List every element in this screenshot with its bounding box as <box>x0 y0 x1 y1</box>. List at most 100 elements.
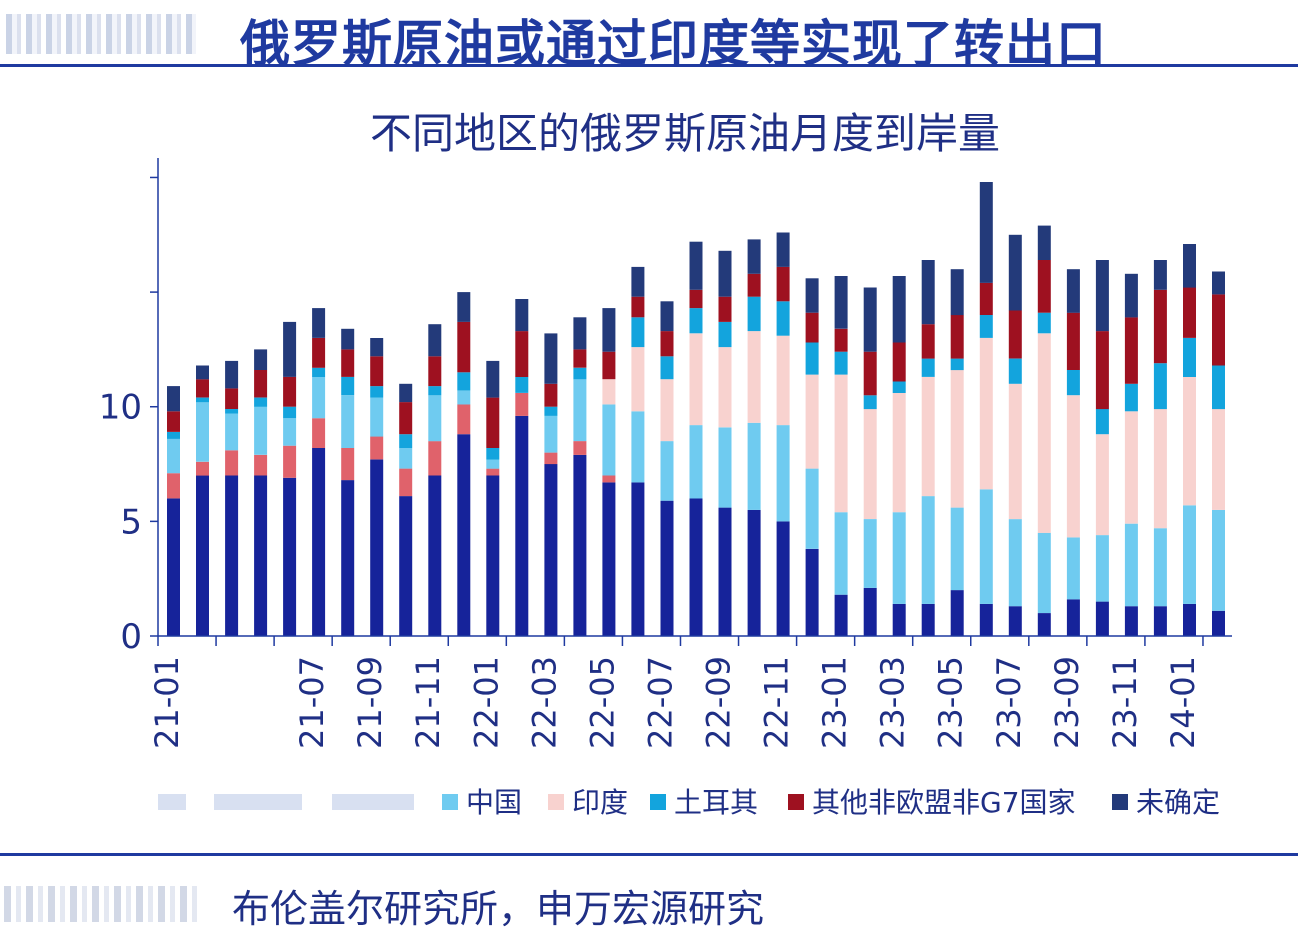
bar-segment-23-01-series-0 <box>863 587 877 636</box>
bar-segment-22-12-未确定 <box>834 276 848 329</box>
bar-segment-23-02-土耳其 <box>892 381 906 393</box>
x-tick-label: 21-07 <box>293 656 331 749</box>
x-tick-label: 23-07 <box>990 656 1028 749</box>
bar-segment-22-08-series-0 <box>718 507 732 636</box>
bar-segment-23-10-其他非欧盟非G7国家 <box>1124 317 1138 384</box>
bar-stack-22-05 <box>631 266 645 636</box>
bar-segment-23-03-series-0 <box>921 603 935 636</box>
bar-segment-23-07-中国 <box>1037 532 1051 613</box>
bar-segment-22-08-未确定 <box>718 250 732 297</box>
bar-segment-22-03-其他非欧盟非G7国家 <box>573 349 587 368</box>
bar-segment-23-12-其他非欧盟非G7国家 <box>1183 287 1196 338</box>
bar-segment-21-06-series-1 <box>312 418 326 448</box>
bar-segment-23-11-中国 <box>1153 528 1167 607</box>
bar-stack-21-05 <box>283 321 297 636</box>
bar-segment-21-10-其他非欧盟非G7国家 <box>428 356 442 387</box>
bar-stack-22-11 <box>805 278 819 636</box>
bar-segment-23-09-印度 <box>1095 434 1109 536</box>
bar-segment-23-07-series-0 <box>1037 613 1051 636</box>
bar-segment-22-06-中国 <box>660 441 674 501</box>
bar-segment-22-12-印度 <box>834 374 848 513</box>
bar-segment-21-07-土耳其 <box>341 376 355 396</box>
bar-segment-23-07-印度 <box>1037 333 1051 533</box>
bar-segment-22-02-其他非欧盟非G7国家 <box>544 383 558 407</box>
bar-segment-22-03-中国 <box>573 379 587 442</box>
chart-title: 不同地区的俄罗斯原油月度到岸量 <box>370 109 1000 158</box>
bar-stack-22-01 <box>515 299 529 636</box>
x-tick-label: 21-11 <box>409 656 447 749</box>
legend-entry-印度: 印度 <box>548 786 628 819</box>
y-axis: 0 5 10 <box>99 158 159 657</box>
bar-segment-22-05-中国 <box>631 411 645 483</box>
bar-segment-21-11-未确定 <box>457 292 471 322</box>
bar-segment-23-03-土耳其 <box>921 358 935 377</box>
bar-segment-24-01-未确定 <box>1212 271 1225 295</box>
legend-entry-未确定: 未确定 <box>1112 786 1220 819</box>
bar-stack-23-10 <box>1124 273 1138 636</box>
bar-stack-21-03 <box>225 360 239 636</box>
legend-entry-obscured <box>214 794 302 810</box>
bar-segment-24-01-中国 <box>1212 509 1225 611</box>
bar-segment-23-10-未确定 <box>1124 273 1138 318</box>
bar-stack-22-12 <box>834 276 848 636</box>
bar-segment-22-10-土耳其 <box>776 301 790 336</box>
bar-segment-23-06-未确定 <box>1008 234 1022 311</box>
bar-segment-23-01-印度 <box>863 409 877 519</box>
bar-segment-23-08-series-0 <box>1066 599 1080 636</box>
legend-label: 未确定 <box>1136 786 1220 819</box>
legend-swatch <box>788 794 804 810</box>
bar-segment-21-03-其他非欧盟非G7国家 <box>225 388 239 409</box>
bar-segment-22-08-印度 <box>718 347 732 428</box>
bar-segment-21-11-中国 <box>457 390 471 405</box>
bar-segment-21-06-series-0 <box>312 448 326 636</box>
bar-segment-23-08-未确定 <box>1066 269 1080 313</box>
bar-segment-21-03-土耳其 <box>225 409 239 414</box>
bar-segment-21-05-未确定 <box>283 321 297 377</box>
bar-stack-21-10 <box>428 324 442 636</box>
bar-stack-23-03 <box>921 260 935 636</box>
bar-segment-23-05-其他非欧盟非G7国家 <box>979 282 993 315</box>
bar-segment-22-08-土耳其 <box>718 321 732 348</box>
bar-stack-23-06 <box>1008 234 1022 636</box>
bar-segment-22-12-series-0 <box>834 594 848 636</box>
bar-segment-23-08-印度 <box>1066 395 1080 538</box>
bar-segment-22-10-未确定 <box>776 232 790 267</box>
bar-segment-22-07-其他非欧盟非G7国家 <box>689 289 703 309</box>
bar-segment-23-09-土耳其 <box>1095 409 1109 435</box>
bar-segment-21-02-series-1 <box>196 461 209 476</box>
bar-segment-22-06-印度 <box>660 379 674 442</box>
bar-segment-22-09-中国 <box>747 422 761 510</box>
bar-segment-22-10-其他非欧盟非G7国家 <box>776 266 790 302</box>
bar-segment-24-01-土耳其 <box>1212 365 1225 410</box>
bar-segment-23-02-中国 <box>892 512 906 604</box>
bar-segment-21-09-中国 <box>399 448 413 469</box>
bar-segment-23-12-印度 <box>1183 376 1196 506</box>
bar-segment-22-03-series-0 <box>573 454 587 636</box>
bar-segment-21-04-series-0 <box>254 475 268 636</box>
y-tick-label: 0 <box>120 617 142 657</box>
bar-segment-22-04-印度 <box>602 379 616 405</box>
bar-segment-23-12-未确定 <box>1183 244 1196 288</box>
bar-segment-23-03-未确定 <box>921 260 935 325</box>
bar-segment-23-10-土耳其 <box>1124 383 1138 412</box>
bar-segment-22-05-印度 <box>631 347 645 412</box>
bar-segment-22-04-series-0 <box>602 482 616 636</box>
bar-segment-23-12-中国 <box>1183 505 1196 604</box>
x-tick-label: 24-01 <box>1164 656 1202 749</box>
bar-segment-22-01-其他非欧盟非G7国家 <box>515 331 529 377</box>
bar-segment-22-08-其他非欧盟非G7国家 <box>718 296 732 322</box>
bar-segment-21-08-土耳其 <box>370 386 384 398</box>
bar-segment-22-01-series-0 <box>515 415 529 636</box>
bar-segment-23-02-series-0 <box>892 603 906 636</box>
page-title: 俄罗斯原油或通过印度等实现了转出口 <box>240 15 1107 73</box>
bar-segment-21-06-土耳其 <box>312 367 326 377</box>
bar-segment-21-03-中国 <box>225 413 239 451</box>
bar-stack-23-01 <box>863 287 877 636</box>
bar-segment-23-04-土耳其 <box>950 358 964 371</box>
bar-segment-21-10-series-0 <box>428 475 442 636</box>
bar-segment-22-11-未确定 <box>805 278 819 313</box>
bar-segment-21-02-中国 <box>196 402 209 462</box>
x-tick-label: 23-03 <box>874 656 912 749</box>
bar-segment-23-09-中国 <box>1095 535 1109 602</box>
bar-segment-23-05-未确定 <box>979 182 993 283</box>
